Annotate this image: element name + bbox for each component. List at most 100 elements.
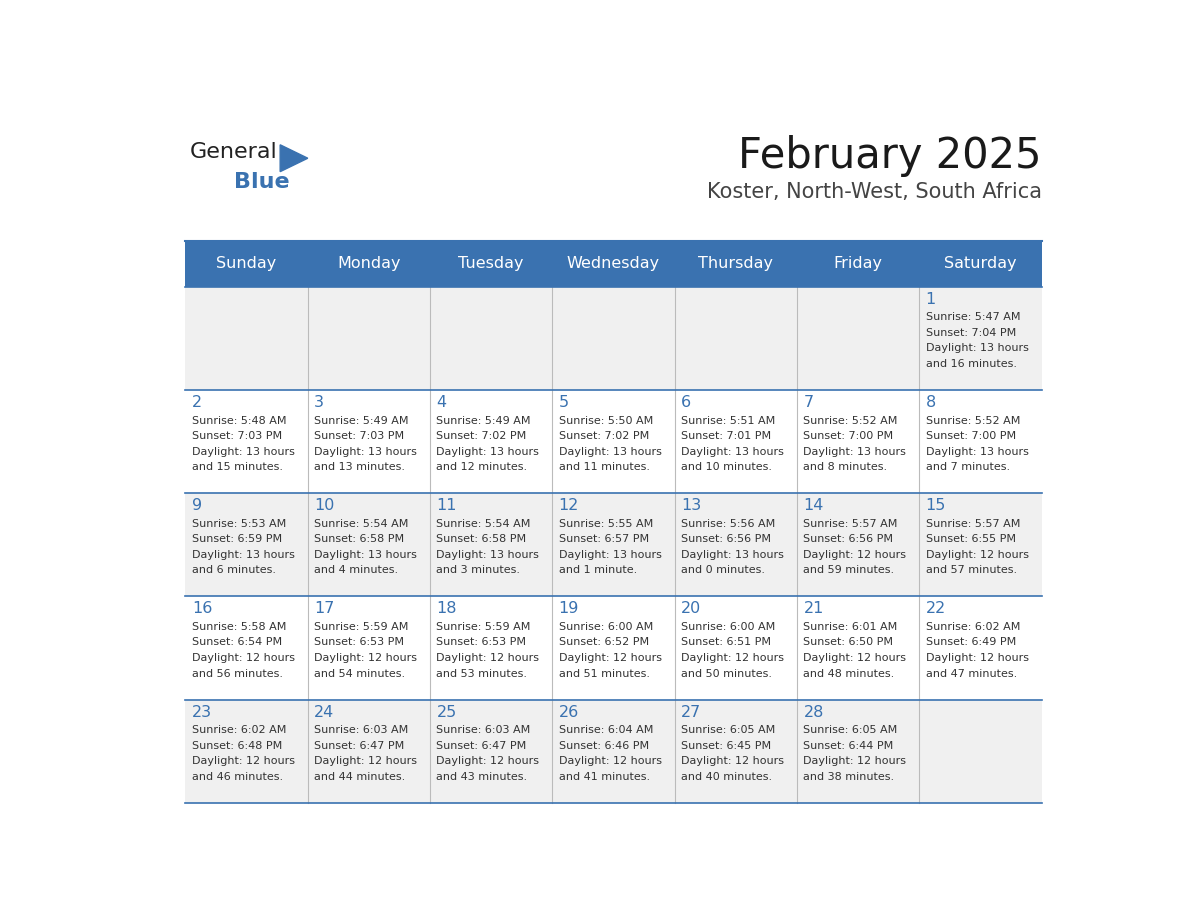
Text: Sunrise: 6:04 AM: Sunrise: 6:04 AM [558,725,653,735]
Bar [185,597,1042,700]
Text: Daylight: 13 hours: Daylight: 13 hours [925,447,1029,456]
Text: Sunset: 7:00 PM: Sunset: 7:00 PM [925,431,1016,441]
Text: and 50 minutes.: and 50 minutes. [681,668,772,678]
Text: Daylight: 12 hours: Daylight: 12 hours [681,756,784,767]
Text: Sunrise: 5:47 AM: Sunrise: 5:47 AM [925,312,1020,322]
Text: Sunrise: 5:49 AM: Sunrise: 5:49 AM [436,416,531,426]
Bar [185,390,1042,493]
Text: 11: 11 [436,498,457,513]
Text: Daylight: 13 hours: Daylight: 13 hours [925,343,1029,353]
Text: Koster, North-West, South Africa: Koster, North-West, South Africa [707,183,1042,202]
Text: Sunset: 6:53 PM: Sunset: 6:53 PM [436,637,526,647]
Text: Sunset: 7:04 PM: Sunset: 7:04 PM [925,328,1016,338]
Text: Daylight: 13 hours: Daylight: 13 hours [558,447,662,456]
Text: and 7 minutes.: and 7 minutes. [925,462,1010,472]
Text: Sunrise: 5:55 AM: Sunrise: 5:55 AM [558,519,653,529]
Text: and 46 minutes.: and 46 minutes. [191,772,283,782]
Text: 10: 10 [314,498,335,513]
Text: and 54 minutes.: and 54 minutes. [314,668,405,678]
Text: 18: 18 [436,601,457,616]
Text: and 0 minutes.: and 0 minutes. [681,565,765,576]
Text: Sunset: 6:47 PM: Sunset: 6:47 PM [436,741,526,751]
Text: Daylight: 13 hours: Daylight: 13 hours [191,550,295,560]
Text: 14: 14 [803,498,823,513]
Text: 1: 1 [925,292,936,307]
Text: Sunrise: 6:03 AM: Sunrise: 6:03 AM [314,725,409,735]
Text: Monday: Monday [337,256,400,272]
Text: and 6 minutes.: and 6 minutes. [191,565,276,576]
Text: 28: 28 [803,705,823,720]
Text: Sunrise: 6:05 AM: Sunrise: 6:05 AM [803,725,898,735]
Text: Daylight: 12 hours: Daylight: 12 hours [803,756,906,767]
Text: 16: 16 [191,601,213,616]
Text: and 3 minutes.: and 3 minutes. [436,565,520,576]
Text: Sunset: 6:56 PM: Sunset: 6:56 PM [681,534,771,544]
Text: Sunrise: 5:57 AM: Sunrise: 5:57 AM [925,519,1020,529]
Text: 17: 17 [314,601,335,616]
Text: 19: 19 [558,601,579,616]
Text: Sunset: 6:54 PM: Sunset: 6:54 PM [191,637,282,647]
Text: and 11 minutes.: and 11 minutes. [558,462,650,472]
Text: Sunset: 7:02 PM: Sunset: 7:02 PM [436,431,526,441]
Text: Sunrise: 5:59 AM: Sunrise: 5:59 AM [314,621,409,632]
Text: 8: 8 [925,395,936,410]
Text: Daylight: 12 hours: Daylight: 12 hours [925,550,1029,560]
Text: 27: 27 [681,705,701,720]
Text: Daylight: 12 hours: Daylight: 12 hours [925,653,1029,663]
Text: Daylight: 13 hours: Daylight: 13 hours [191,447,295,456]
Text: Sunrise: 5:56 AM: Sunrise: 5:56 AM [681,519,776,529]
Text: Sunrise: 6:01 AM: Sunrise: 6:01 AM [803,621,898,632]
Text: 15: 15 [925,498,946,513]
Text: Daylight: 13 hours: Daylight: 13 hours [314,550,417,560]
Text: Wednesday: Wednesday [567,256,661,272]
Text: Daylight: 12 hours: Daylight: 12 hours [681,653,784,663]
Text: 3: 3 [314,395,324,410]
Text: Tuesday: Tuesday [459,256,524,272]
Text: Daylight: 13 hours: Daylight: 13 hours [681,447,784,456]
Text: February 2025: February 2025 [738,135,1042,177]
Text: Sunrise: 6:05 AM: Sunrise: 6:05 AM [681,725,776,735]
Text: Sunrise: 5:48 AM: Sunrise: 5:48 AM [191,416,286,426]
Text: Blue: Blue [234,172,290,192]
Text: Daylight: 12 hours: Daylight: 12 hours [314,756,417,767]
Text: Daylight: 12 hours: Daylight: 12 hours [314,653,417,663]
Text: Sunrise: 5:57 AM: Sunrise: 5:57 AM [803,519,898,529]
Text: Friday: Friday [834,256,883,272]
Text: and 13 minutes.: and 13 minutes. [314,462,405,472]
Text: Saturday: Saturday [944,256,1017,272]
Text: and 59 minutes.: and 59 minutes. [803,565,895,576]
Text: Sunset: 6:59 PM: Sunset: 6:59 PM [191,534,282,544]
Text: 12: 12 [558,498,579,513]
Text: and 4 minutes.: and 4 minutes. [314,565,398,576]
Text: Thursday: Thursday [699,256,773,272]
Text: 5: 5 [558,395,569,410]
Text: and 47 minutes.: and 47 minutes. [925,668,1017,678]
Text: Sunrise: 5:54 AM: Sunrise: 5:54 AM [436,519,531,529]
Text: Sunset: 7:03 PM: Sunset: 7:03 PM [314,431,404,441]
Text: Sunday: Sunday [216,256,277,272]
Text: Sunrise: 5:52 AM: Sunrise: 5:52 AM [925,416,1020,426]
Text: and 44 minutes.: and 44 minutes. [314,772,405,782]
Text: Sunset: 6:58 PM: Sunset: 6:58 PM [436,534,526,544]
Text: Sunset: 6:47 PM: Sunset: 6:47 PM [314,741,404,751]
Text: Daylight: 13 hours: Daylight: 13 hours [681,550,784,560]
Text: and 57 minutes.: and 57 minutes. [925,565,1017,576]
Text: Daylight: 13 hours: Daylight: 13 hours [436,447,539,456]
Text: and 43 minutes.: and 43 minutes. [436,772,527,782]
Text: Sunset: 6:53 PM: Sunset: 6:53 PM [314,637,404,647]
Text: 6: 6 [681,395,691,410]
Text: and 16 minutes.: and 16 minutes. [925,359,1017,369]
Text: 26: 26 [558,705,579,720]
Text: Sunset: 6:44 PM: Sunset: 6:44 PM [803,741,893,751]
Text: and 15 minutes.: and 15 minutes. [191,462,283,472]
Text: Daylight: 13 hours: Daylight: 13 hours [436,550,539,560]
Text: Daylight: 13 hours: Daylight: 13 hours [803,447,906,456]
Text: and 38 minutes.: and 38 minutes. [803,772,895,782]
Text: Sunrise: 5:54 AM: Sunrise: 5:54 AM [314,519,409,529]
Bar [185,493,1042,597]
Text: and 8 minutes.: and 8 minutes. [803,462,887,472]
Text: and 41 minutes.: and 41 minutes. [558,772,650,782]
Text: Sunset: 6:57 PM: Sunset: 6:57 PM [558,534,649,544]
Text: Sunset: 7:01 PM: Sunset: 7:01 PM [681,431,771,441]
Text: Sunrise: 6:02 AM: Sunrise: 6:02 AM [191,725,286,735]
